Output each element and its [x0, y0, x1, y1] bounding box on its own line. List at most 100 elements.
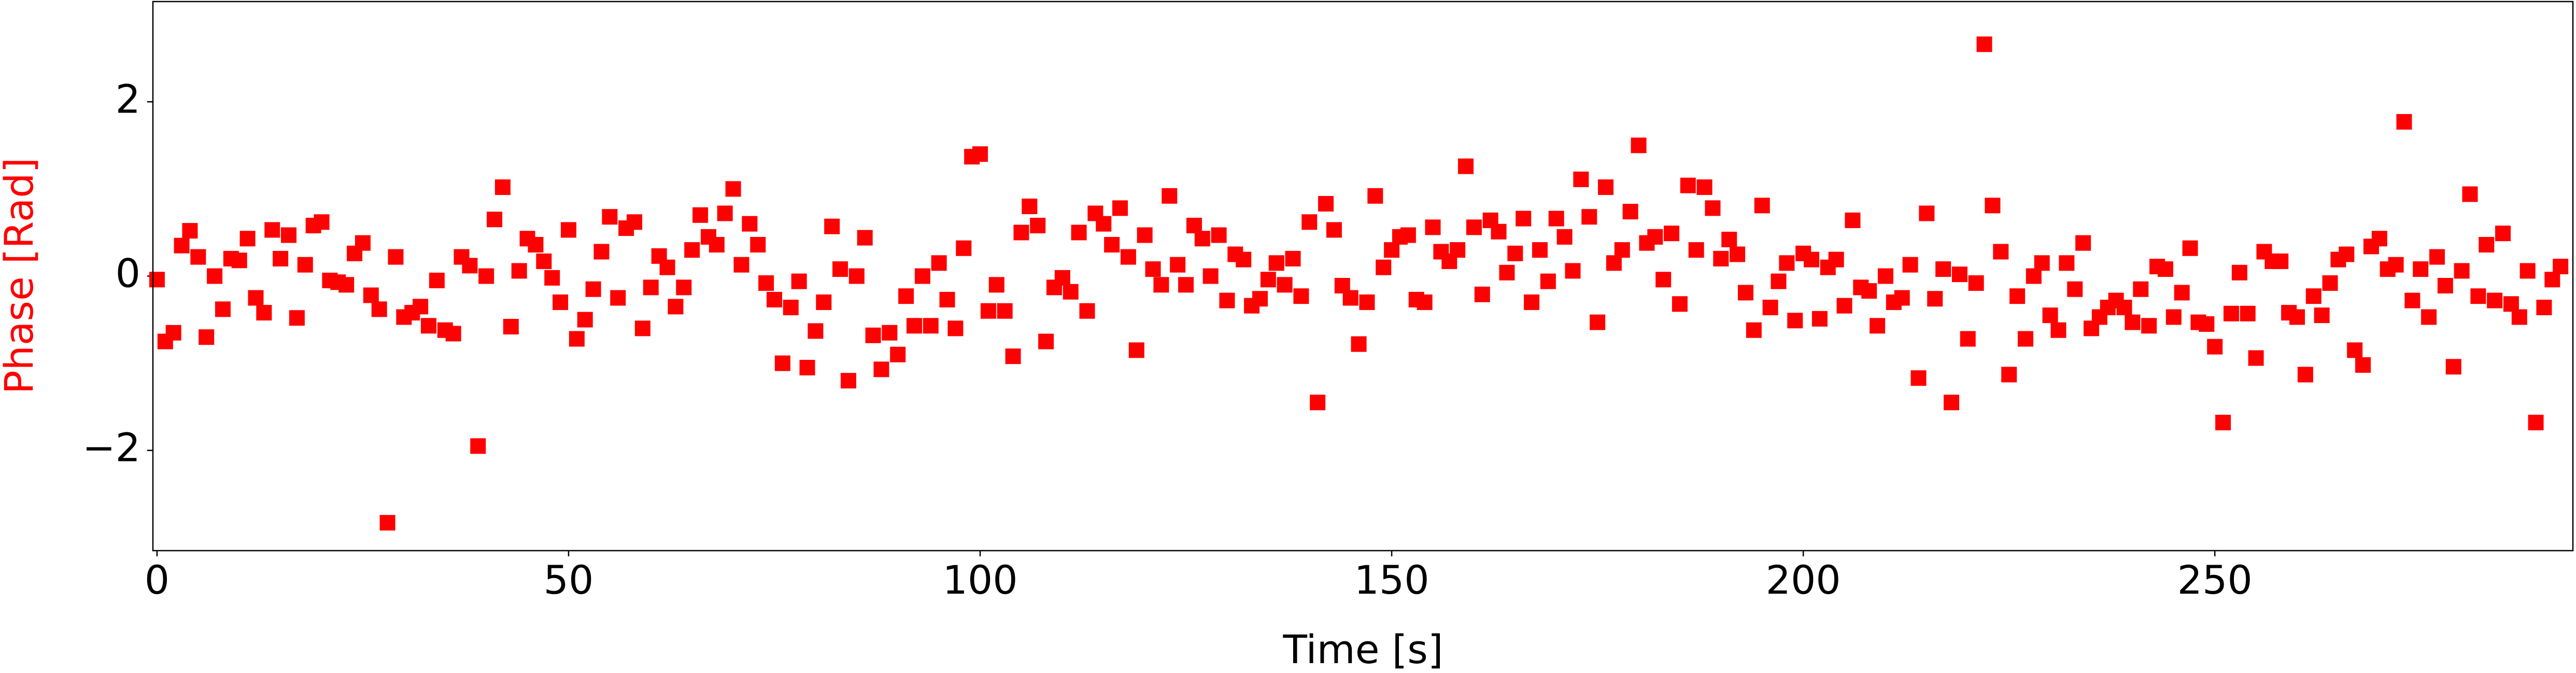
point	[413, 299, 429, 315]
point	[2487, 292, 2503, 309]
point	[585, 281, 601, 297]
point	[882, 325, 898, 341]
point	[947, 320, 964, 336]
point	[2001, 367, 2017, 383]
point	[906, 318, 922, 334]
point	[1861, 283, 1877, 299]
point	[1079, 303, 1095, 319]
point	[1425, 219, 1441, 235]
point	[873, 361, 889, 377]
point	[750, 236, 766, 253]
point	[2174, 285, 2190, 301]
point	[783, 300, 799, 316]
point	[1318, 195, 1334, 212]
point	[659, 259, 675, 275]
point	[1170, 257, 1186, 273]
point	[2050, 322, 2067, 338]
point	[2520, 263, 2536, 279]
point	[379, 515, 395, 531]
point	[2553, 259, 2569, 275]
point	[1301, 214, 1318, 230]
point	[725, 181, 741, 197]
point	[1606, 255, 1622, 271]
point	[1211, 227, 1227, 243]
point	[1688, 242, 1704, 258]
point	[1359, 294, 1375, 310]
point	[1672, 296, 1688, 312]
point	[2322, 275, 2338, 291]
point	[2067, 281, 2083, 297]
point	[1128, 342, 1144, 358]
point	[931, 255, 947, 271]
point	[1935, 261, 1951, 277]
point	[1524, 294, 1540, 310]
point	[684, 242, 700, 258]
point	[956, 240, 972, 256]
point	[923, 318, 939, 334]
point	[676, 279, 692, 296]
point	[1960, 331, 1976, 347]
point	[799, 360, 815, 375]
point	[1384, 242, 1400, 258]
point	[1376, 259, 1392, 275]
point	[1022, 199, 1038, 215]
point	[709, 236, 725, 253]
point	[528, 236, 544, 253]
point	[2034, 255, 2050, 271]
point	[791, 273, 807, 289]
x-tick-label: 250	[2177, 557, 2253, 603]
point	[264, 222, 280, 238]
point	[577, 312, 593, 328]
point	[1063, 284, 1079, 300]
point	[2231, 264, 2247, 281]
point	[2017, 331, 2033, 347]
point	[1450, 242, 1466, 258]
point	[2371, 231, 2387, 247]
point	[1804, 251, 1820, 268]
point	[1342, 290, 1358, 306]
point	[593, 244, 610, 260]
point	[2339, 246, 2355, 262]
point	[1153, 277, 1169, 293]
point	[1054, 270, 1070, 286]
point	[553, 294, 569, 310]
point	[2511, 309, 2527, 325]
point	[2248, 350, 2264, 366]
point	[2503, 296, 2519, 312]
point	[1919, 205, 1935, 221]
point	[2445, 359, 2461, 375]
y-tick-label: 0	[116, 250, 140, 296]
point	[1137, 227, 1153, 243]
point	[190, 249, 206, 265]
point	[668, 299, 684, 315]
y-tick-label: 2	[116, 76, 140, 122]
point	[1540, 273, 1556, 289]
point	[1927, 291, 1943, 307]
x-tick-label: 100	[943, 557, 1018, 603]
point	[273, 250, 289, 267]
point	[1268, 255, 1284, 271]
point	[2009, 288, 2026, 304]
point	[1664, 226, 1680, 242]
point	[2396, 114, 2412, 130]
point	[2429, 249, 2445, 265]
point	[2141, 318, 2157, 334]
point	[503, 318, 519, 334]
point	[692, 207, 709, 223]
point	[1721, 231, 1737, 247]
point	[297, 257, 313, 273]
point	[1754, 198, 1770, 214]
x-tick-label: 150	[1354, 557, 1429, 603]
point	[988, 277, 1004, 293]
point	[2165, 309, 2182, 325]
point	[199, 329, 215, 345]
point	[1976, 36, 1992, 52]
point	[602, 209, 618, 225]
point	[824, 218, 840, 234]
point	[939, 291, 955, 307]
point	[1680, 177, 1696, 193]
point	[363, 287, 379, 303]
point	[2479, 236, 2495, 253]
point	[865, 327, 881, 343]
